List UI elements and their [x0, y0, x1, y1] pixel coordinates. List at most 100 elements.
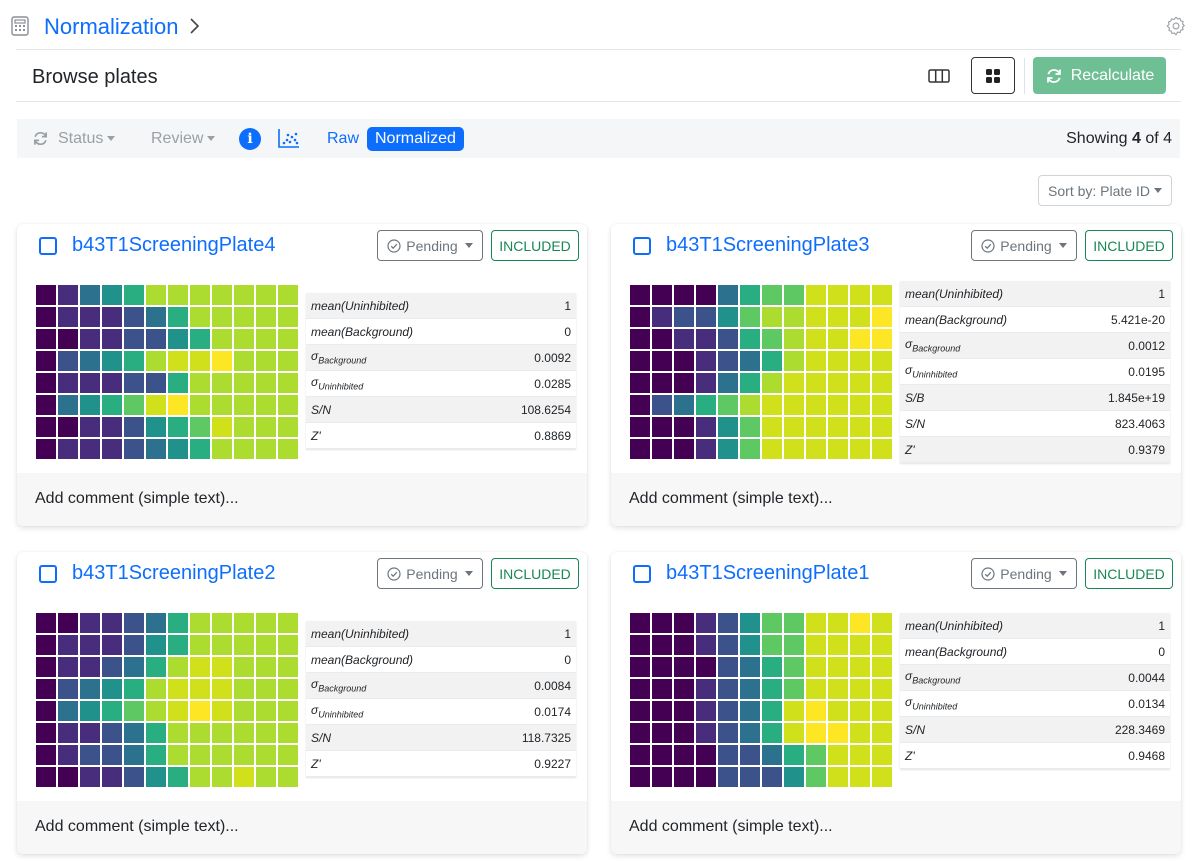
heatmap-well[interactable]: [630, 701, 650, 721]
page-title[interactable]: Normalization: [44, 14, 179, 39]
heatmap-well[interactable]: [718, 635, 738, 655]
heatmap-well[interactable]: [278, 329, 298, 349]
heatmap-well[interactable]: [674, 373, 694, 393]
heatmap-well[interactable]: [146, 613, 166, 633]
heatmap-well[interactable]: [740, 285, 760, 305]
heatmap-well[interactable]: [850, 373, 870, 393]
heatmap-well[interactable]: [146, 395, 166, 415]
heatmap-well[interactable]: [146, 285, 166, 305]
heatmap-well[interactable]: [212, 395, 232, 415]
heatmap-well[interactable]: [718, 351, 738, 371]
heatmap-well[interactable]: [278, 745, 298, 765]
heatmap-well[interactable]: [278, 723, 298, 743]
heatmap-well[interactable]: [168, 613, 188, 633]
heatmap-well[interactable]: [146, 679, 166, 699]
heatmap-well[interactable]: [850, 723, 870, 743]
heatmap-well[interactable]: [806, 373, 826, 393]
plate-select-checkbox[interactable]: [39, 237, 57, 255]
heatmap-well[interactable]: [674, 307, 694, 327]
heatmap-well[interactable]: [850, 439, 870, 459]
heatmap-well[interactable]: [828, 329, 848, 349]
column-view-button[interactable]: [923, 58, 955, 94]
heatmap-well[interactable]: [234, 635, 254, 655]
heatmap-well[interactable]: [718, 613, 738, 633]
heatmap-well[interactable]: [146, 307, 166, 327]
heatmap-well[interactable]: [652, 395, 672, 415]
heatmap-well[interactable]: [806, 439, 826, 459]
heatmap-well[interactable]: [696, 439, 716, 459]
heatmap-well[interactable]: [828, 723, 848, 743]
plate-select-checkbox[interactable]: [39, 565, 57, 583]
heatmap-well[interactable]: [58, 417, 78, 437]
review-dropdown[interactable]: Review: [151, 119, 216, 158]
heatmap-well[interactable]: [696, 657, 716, 677]
heatmap-well[interactable]: [212, 723, 232, 743]
heatmap-well[interactable]: [102, 657, 122, 677]
plate-select-checkbox[interactable]: [633, 565, 651, 583]
heatmap-well[interactable]: [828, 285, 848, 305]
heatmap-well[interactable]: [190, 613, 210, 633]
heatmap-well[interactable]: [102, 679, 122, 699]
heatmap-well[interactable]: [124, 767, 144, 787]
heatmap-well[interactable]: [256, 657, 276, 677]
heatmap-well[interactable]: [850, 767, 870, 787]
heatmap-well[interactable]: [828, 373, 848, 393]
heatmap-well[interactable]: [784, 351, 804, 371]
heatmap-well[interactable]: [124, 395, 144, 415]
heatmap-well[interactable]: [762, 723, 782, 743]
heatmap-well[interactable]: [652, 613, 672, 633]
heatmap-well[interactable]: [696, 723, 716, 743]
heatmap-well[interactable]: [124, 285, 144, 305]
heatmap-well[interactable]: [190, 373, 210, 393]
heatmap-well[interactable]: [850, 395, 870, 415]
heatmap-well[interactable]: [740, 613, 760, 633]
heatmap-well[interactable]: [102, 373, 122, 393]
heatmap-well[interactable]: [36, 417, 56, 437]
heatmap-well[interactable]: [278, 307, 298, 327]
heatmap-well[interactable]: [278, 767, 298, 787]
heatmap-well[interactable]: [652, 723, 672, 743]
heatmap-well[interactable]: [630, 745, 650, 765]
heatmap-well[interactable]: [190, 439, 210, 459]
heatmap-well[interactable]: [872, 395, 892, 415]
heatmap-well[interactable]: [58, 307, 78, 327]
heatmap-well[interactable]: [828, 679, 848, 699]
heatmap-well[interactable]: [828, 745, 848, 765]
heatmap-well[interactable]: [212, 679, 232, 699]
heatmap-well[interactable]: [234, 417, 254, 437]
heatmap-well[interactable]: [696, 679, 716, 699]
heatmap-well[interactable]: [806, 657, 826, 677]
heatmap-well[interactable]: [872, 307, 892, 327]
heatmap-well[interactable]: [696, 417, 716, 437]
heatmap-well[interactable]: [58, 373, 78, 393]
inclusion-badge[interactable]: INCLUDED: [1085, 230, 1173, 261]
heatmap-well[interactable]: [762, 373, 782, 393]
heatmap-well[interactable]: [278, 373, 298, 393]
heatmap-well[interactable]: [762, 701, 782, 721]
heatmap-well[interactable]: [872, 417, 892, 437]
heatmap-well[interactable]: [212, 351, 232, 371]
heatmap-well[interactable]: [80, 351, 100, 371]
status-dropdown[interactable]: Status: [32, 119, 116, 158]
heatmap-well[interactable]: [718, 745, 738, 765]
heatmap-well[interactable]: [36, 373, 56, 393]
heatmap-well[interactable]: [146, 745, 166, 765]
heatmap-well[interactable]: [256, 285, 276, 305]
heatmap-well[interactable]: [652, 679, 672, 699]
heatmap-well[interactable]: [36, 439, 56, 459]
plate-heatmap[interactable]: [36, 613, 298, 787]
heatmap-well[interactable]: [146, 417, 166, 437]
heatmap-well[interactable]: [212, 439, 232, 459]
heatmap-well[interactable]: [630, 373, 650, 393]
heatmap-well[interactable]: [806, 285, 826, 305]
heatmap-well[interactable]: [850, 613, 870, 633]
heatmap-well[interactable]: [806, 307, 826, 327]
heatmap-well[interactable]: [124, 701, 144, 721]
heatmap-well[interactable]: [784, 285, 804, 305]
heatmap-well[interactable]: [652, 657, 672, 677]
heatmap-well[interactable]: [102, 439, 122, 459]
heatmap-well[interactable]: [718, 723, 738, 743]
heatmap-well[interactable]: [168, 679, 188, 699]
heatmap-well[interactable]: [762, 657, 782, 677]
heatmap-well[interactable]: [784, 657, 804, 677]
